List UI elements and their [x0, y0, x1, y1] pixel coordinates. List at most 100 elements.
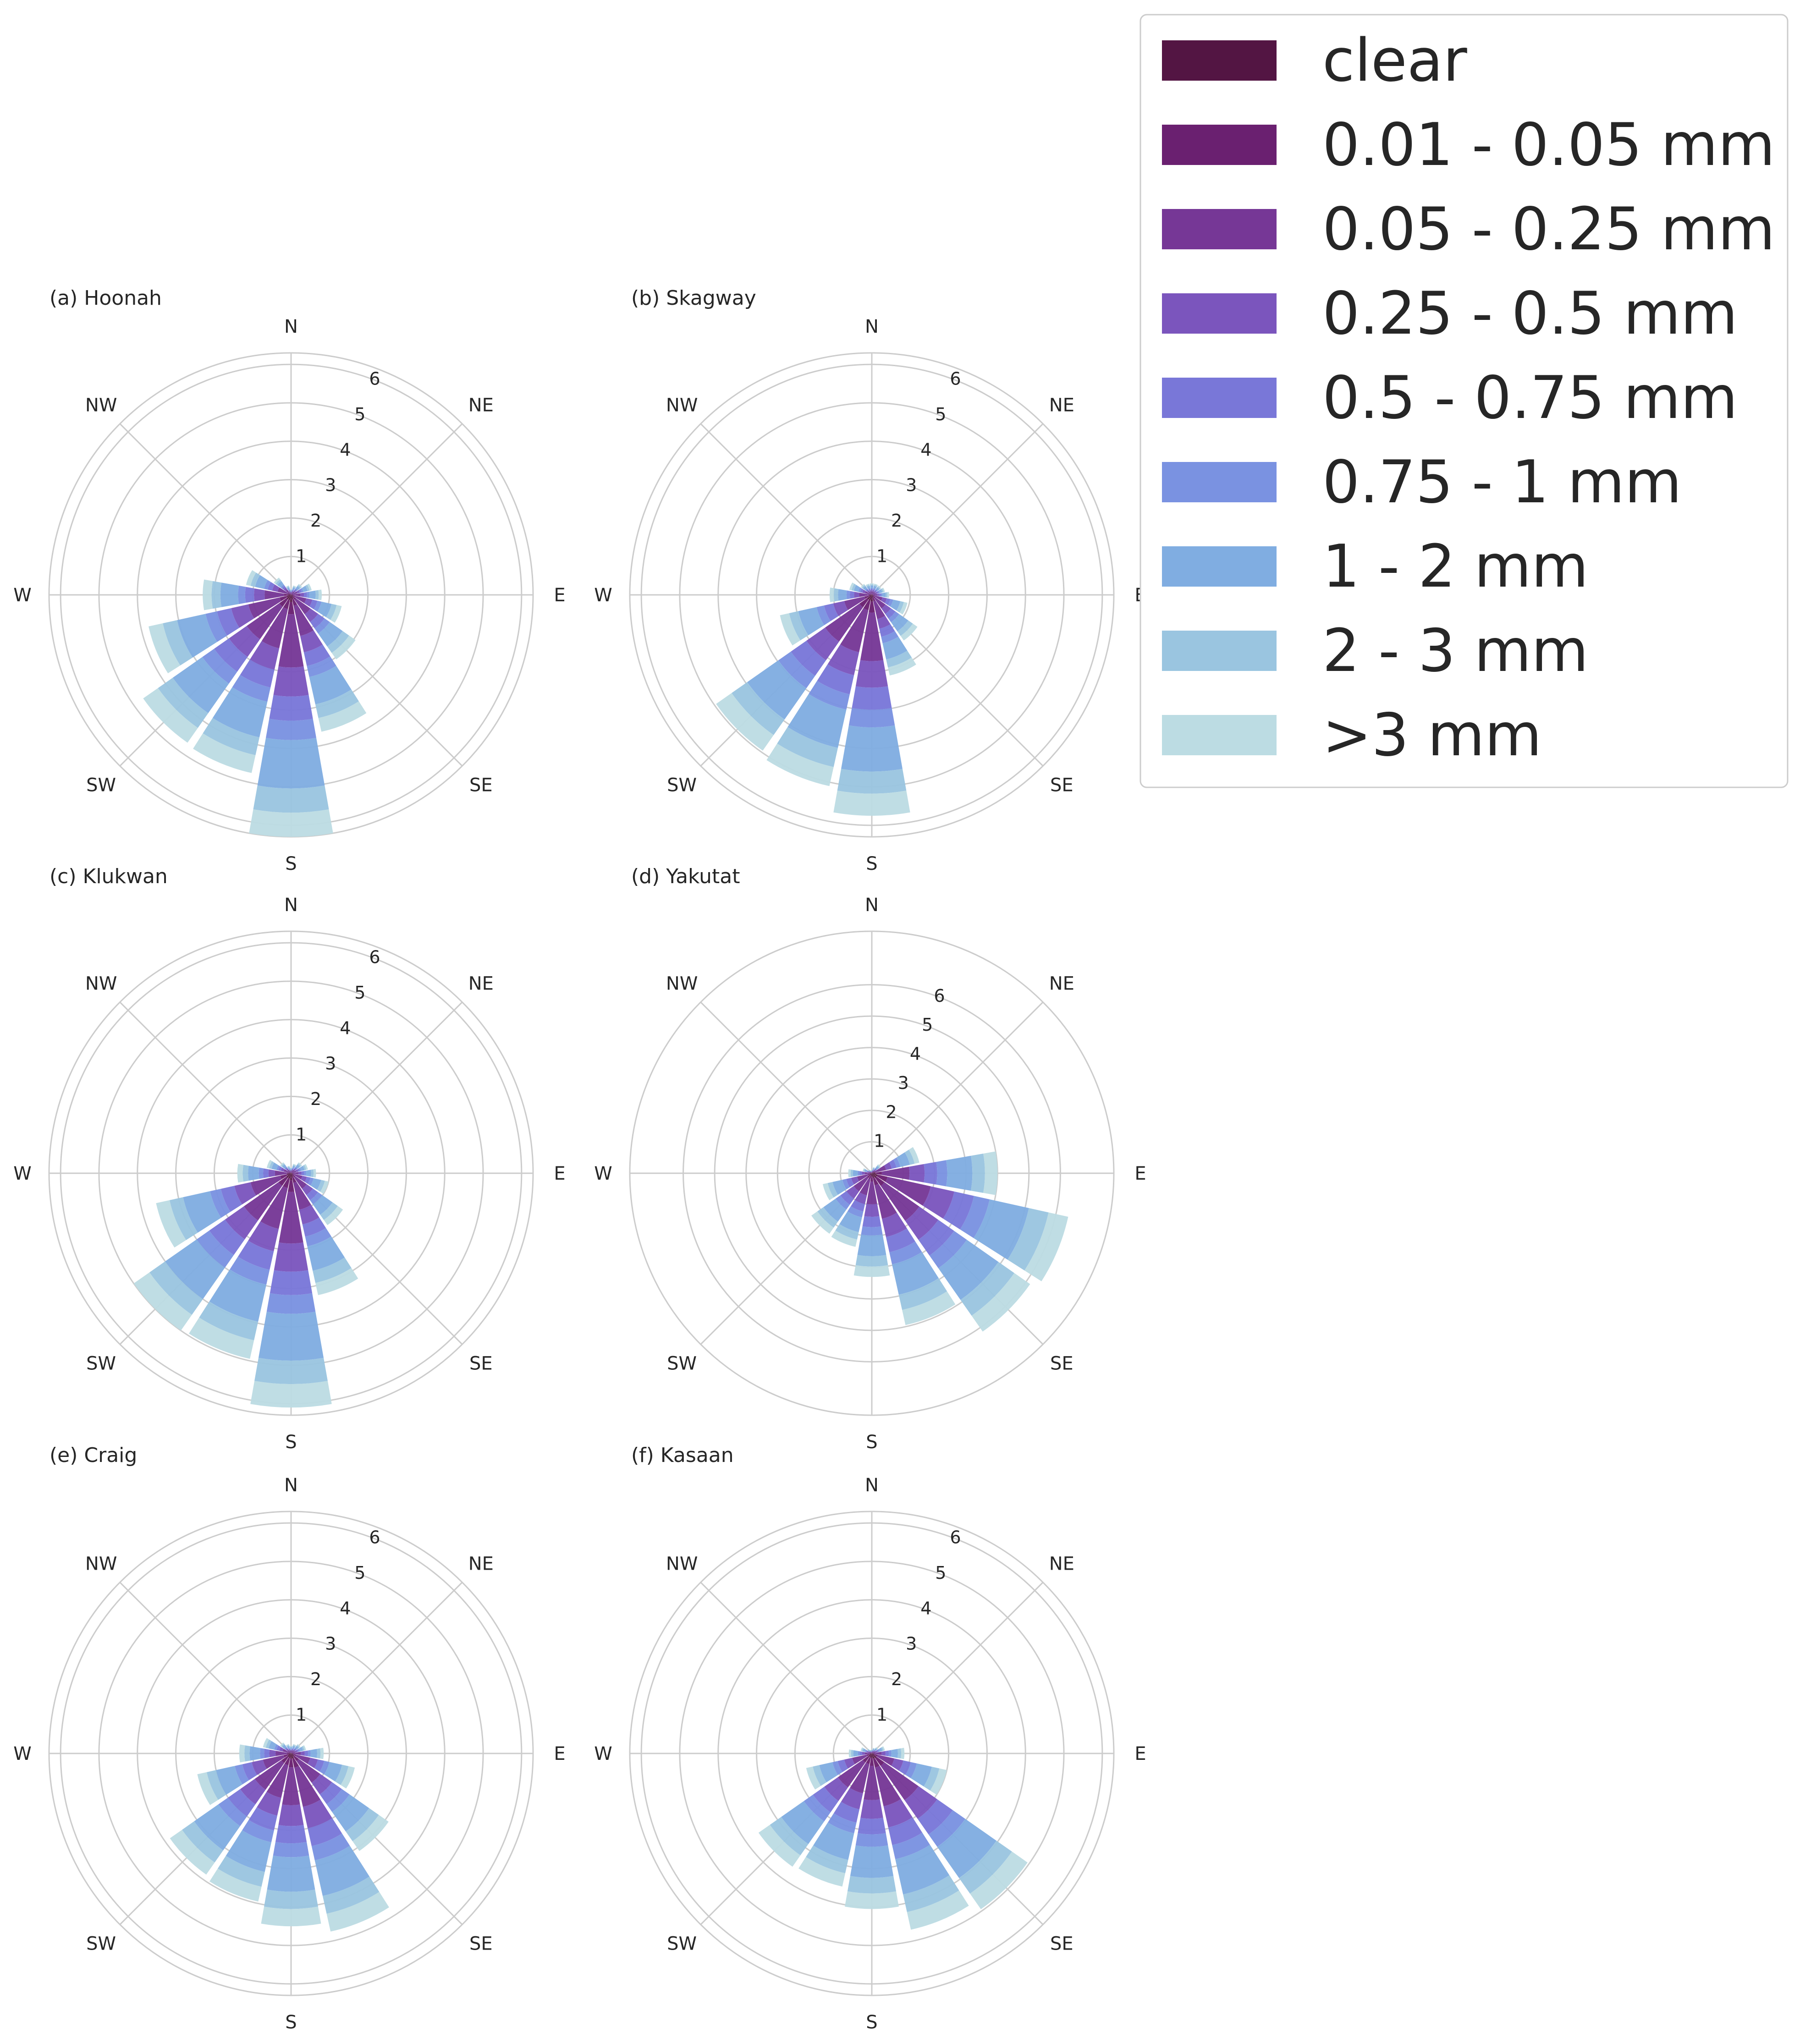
direction-label-s: S [285, 1432, 297, 1453]
bar-segment [872, 1170, 875, 1173]
bar-segment [877, 586, 881, 590]
bar-segment [781, 1801, 825, 1844]
bar-segment [873, 586, 877, 589]
direction-label-nw: NW [85, 973, 117, 995]
bar-segment [873, 1751, 875, 1753]
bar-segment [804, 1794, 831, 1822]
bar-segment [832, 1761, 842, 1775]
bar-segment [860, 588, 864, 593]
bar-segment [851, 1176, 859, 1185]
bar-segment [240, 1779, 266, 1805]
bar-segment [288, 1753, 291, 1755]
bar-segment [284, 1757, 290, 1765]
bar-segment [293, 1752, 301, 1755]
legend-swatch [1162, 462, 1277, 502]
bar-segment [881, 604, 891, 614]
bar-segment [860, 1799, 883, 1819]
bar-segment [289, 592, 291, 594]
bar-segment [943, 1191, 974, 1230]
bar-segment [838, 589, 847, 601]
legend-swatch [1162, 40, 1277, 81]
bar-segment [853, 1265, 890, 1277]
direction-label-se: SE [469, 1353, 493, 1374]
bar-segment [859, 1171, 862, 1176]
bar-segment [287, 1167, 290, 1170]
bar-segment [303, 592, 307, 598]
radial-tick-label: 4 [910, 1044, 921, 1064]
bar-segment [292, 586, 296, 588]
bar-segment [874, 1754, 878, 1757]
bar-segment [875, 590, 877, 592]
direction-label-se: SE [1050, 1933, 1073, 1954]
bar-segment [292, 591, 293, 593]
bar-segment [870, 1751, 871, 1753]
direction-label-n: N [284, 895, 298, 916]
bar-segment [863, 1756, 870, 1763]
bar-segment [865, 588, 868, 591]
bar-segment [278, 614, 304, 668]
bar-segment [868, 1171, 870, 1173]
bar-segment [298, 1747, 303, 1752]
bar-segment [330, 605, 342, 623]
radial-tick-label: 6 [934, 986, 945, 1006]
bar-segment [868, 1173, 871, 1176]
bar-segment [206, 1770, 226, 1800]
direction-label-se: SE [469, 1933, 493, 1954]
bar-segment [239, 1744, 245, 1763]
direction-label-sw: SW [86, 775, 116, 796]
bar-segment [863, 599, 871, 610]
bar-segment [169, 1197, 198, 1240]
bar-segment [293, 1168, 296, 1171]
bar-segment [293, 593, 301, 597]
bar-segment [817, 1207, 838, 1228]
bar-segment [877, 1165, 880, 1168]
bar-segment [870, 1171, 871, 1173]
bar-segment [267, 582, 275, 591]
bar-segment [210, 1188, 231, 1218]
bar-segment [307, 583, 312, 591]
bar-segment [286, 586, 290, 588]
bar-segment [867, 595, 872, 600]
bar-segment [254, 1760, 285, 1790]
bar-segment [229, 626, 260, 657]
bar-segment [306, 1170, 311, 1177]
bar-segment [938, 1240, 999, 1300]
panel-title: (d) Yakutat [631, 865, 740, 888]
bar-segment [822, 1183, 834, 1200]
bar-segment [889, 1159, 897, 1169]
direction-label-sw: SW [86, 1353, 116, 1374]
bar-segment [293, 1174, 303, 1180]
bar-segment [862, 1171, 865, 1175]
bar-segment [905, 1206, 939, 1240]
bar-segment [149, 623, 181, 674]
radial-tick-label: 5 [935, 1563, 946, 1583]
bar-segment [286, 585, 289, 588]
bar-segment [294, 1765, 321, 1807]
bar-segment [266, 1293, 316, 1314]
bar-segment [294, 1176, 307, 1189]
bar-segment [296, 1164, 300, 1169]
bar-segment [295, 1169, 298, 1172]
bar-segment [872, 592, 875, 594]
bar-segment [867, 1174, 871, 1178]
bar-segment [293, 1755, 299, 1762]
bar-segment [845, 1891, 899, 1909]
bar-segment [813, 1822, 854, 1860]
bar-segment [291, 1173, 293, 1177]
bar-segment [291, 1170, 293, 1173]
bar-segment [864, 1765, 880, 1800]
bar-segment [885, 1750, 889, 1757]
bar-segment [872, 1170, 874, 1171]
bar-segment [303, 1170, 306, 1176]
direction-label-nw: NW [85, 1554, 117, 1575]
bar-segment [872, 1753, 877, 1758]
bar-segment [850, 1845, 894, 1878]
bar-segment [868, 1749, 870, 1752]
bar-segment [286, 589, 290, 594]
radial-tick-label: 4 [920, 1598, 931, 1618]
bar-segment [870, 595, 873, 602]
bar-segment [292, 1749, 293, 1751]
bar-segment [865, 591, 870, 595]
bar-segment [873, 1167, 875, 1169]
